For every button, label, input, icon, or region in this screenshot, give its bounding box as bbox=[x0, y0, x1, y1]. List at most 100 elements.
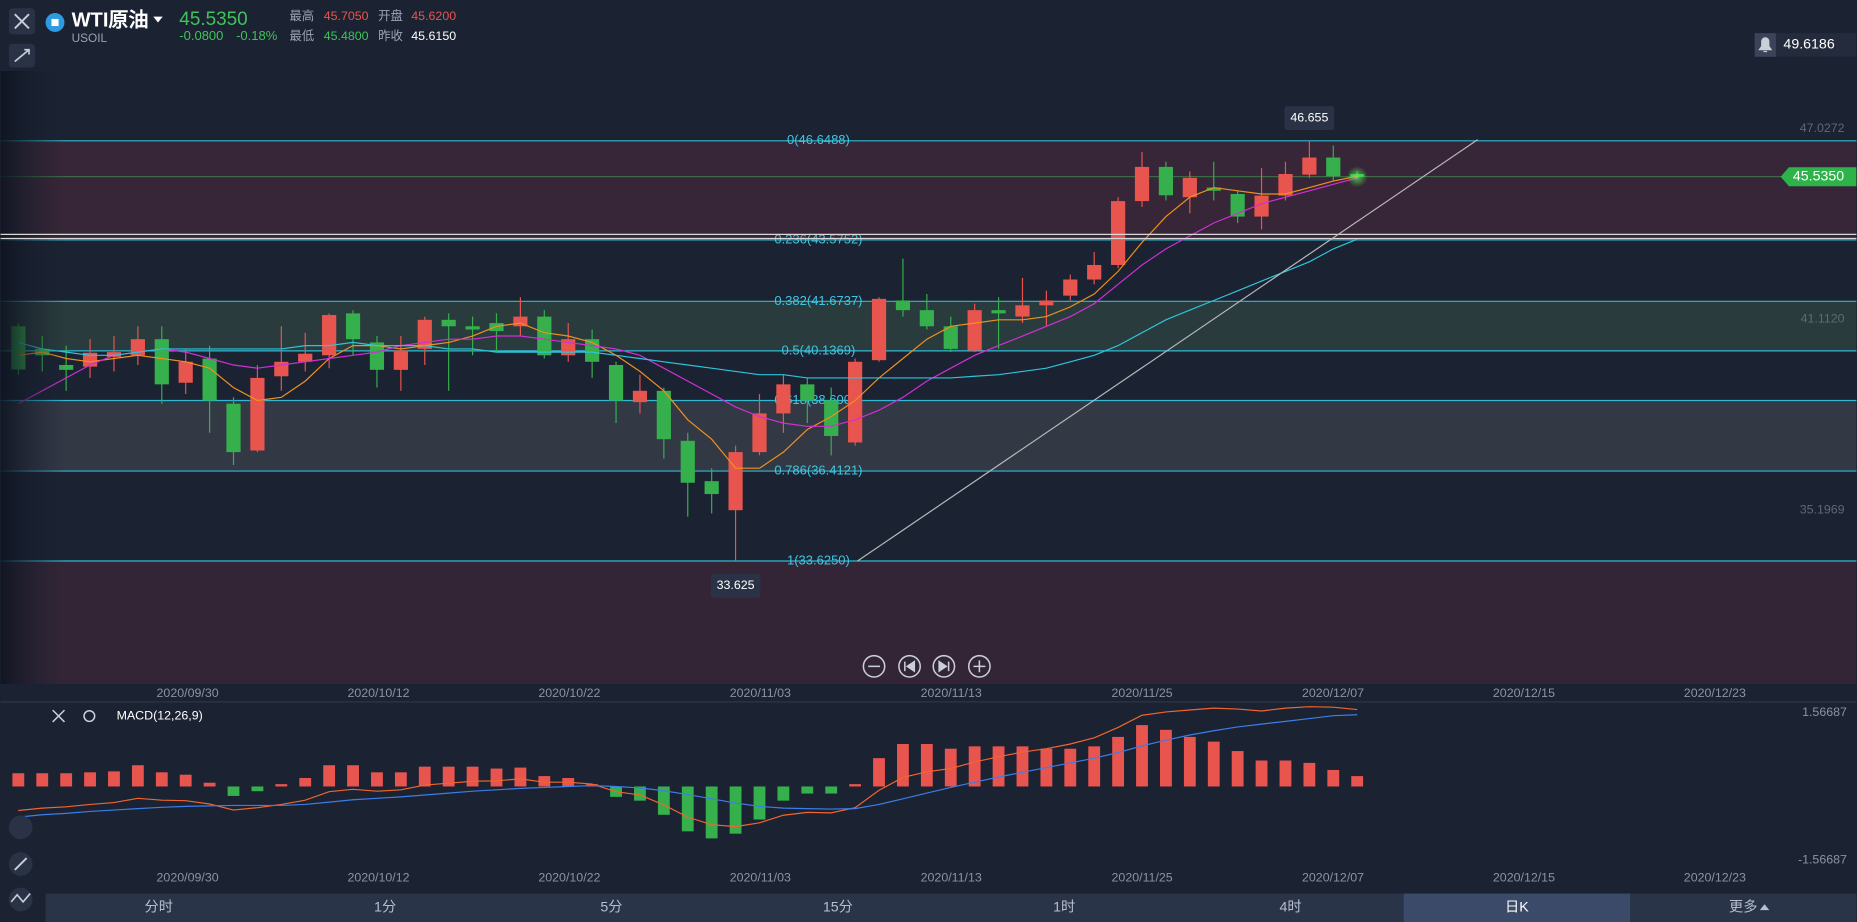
zoom-out-button[interactable] bbox=[862, 654, 886, 678]
tabs: 分时 1分 5分 15分 1时 4时 日K 更多 bbox=[145, 893, 1770, 922]
side-tool[interactable] bbox=[8, 815, 33, 840]
macd-bar bbox=[1231, 751, 1244, 787]
macd-bar bbox=[657, 786, 670, 815]
last-button[interactable] bbox=[932, 654, 956, 678]
macd-bar bbox=[1351, 776, 1364, 787]
macd-bar bbox=[825, 786, 838, 794]
candle-body bbox=[465, 326, 480, 330]
macd-bar bbox=[347, 765, 359, 787]
tab[interactable] bbox=[1403, 893, 1631, 922]
axis-top-price: 49.6186 bbox=[1783, 37, 1834, 53]
macd-bar bbox=[801, 786, 814, 794]
macd-settings[interactable] bbox=[83, 709, 96, 723]
macd-bar bbox=[371, 772, 383, 787]
candle-body bbox=[991, 310, 1006, 314]
x-tick-label: 2020/09/30 bbox=[157, 870, 219, 884]
tab-label[interactable]: 1时 bbox=[1053, 900, 1075, 916]
macd-bar bbox=[84, 772, 96, 787]
dropdown-arrow[interactable] bbox=[153, 16, 163, 23]
macd-label: MACD(12,26,9) bbox=[117, 708, 203, 722]
x-tick-label: 2020/12/23 bbox=[1684, 870, 1746, 884]
x-tick-label: 2020/11/25 bbox=[1112, 686, 1173, 700]
x-tick-label: 2020/10/12 bbox=[347, 686, 409, 700]
fib-zone bbox=[0, 561, 1857, 685]
macd-line bbox=[18, 706, 1358, 828]
macd-bar bbox=[1207, 741, 1220, 787]
macd-bar bbox=[897, 743, 909, 787]
header: WTI原油 USOIL 45.5350 -0.0800 -0.18% 最高 45… bbox=[8, 8, 1857, 68]
macd-bar bbox=[275, 784, 288, 787]
candle-body bbox=[441, 319, 456, 327]
price-tag: 46.655 bbox=[1290, 110, 1328, 124]
zoom-in-button[interactable] bbox=[967, 654, 991, 678]
macd-bar bbox=[36, 773, 49, 787]
alert-box[interactable] bbox=[1754, 33, 1857, 57]
candle-body bbox=[1158, 166, 1174, 196]
y-tick-label: 47.0272 bbox=[1800, 121, 1845, 135]
symbol-icon-mark bbox=[51, 18, 59, 27]
low-value: 45.4800 bbox=[324, 29, 369, 43]
macd-bar bbox=[1183, 736, 1196, 787]
candle-body bbox=[489, 323, 504, 332]
macd-bar bbox=[634, 786, 646, 801]
first-icon bbox=[904, 660, 916, 673]
candle-body bbox=[1278, 173, 1293, 196]
macd-bar bbox=[179, 774, 192, 787]
candle-body bbox=[871, 298, 887, 361]
change-pct: -0.18% bbox=[236, 28, 278, 43]
close-icon bbox=[14, 13, 30, 30]
last-price: 45.5350 bbox=[179, 9, 247, 30]
tab-label[interactable]: 4时 bbox=[1279, 900, 1301, 916]
candle-body bbox=[1111, 201, 1126, 265]
macd-bar bbox=[394, 772, 407, 787]
macd-bar bbox=[155, 772, 168, 787]
candle-body bbox=[1326, 157, 1341, 177]
macd-bar bbox=[873, 758, 885, 787]
tab-label[interactable]: 5分 bbox=[600, 900, 622, 916]
tab-label[interactable]: 1分 bbox=[374, 900, 396, 916]
first-button[interactable] bbox=[898, 654, 921, 678]
y-tick-label: 41.1120 bbox=[1801, 312, 1845, 326]
moving-average bbox=[18, 175, 1358, 469]
high-label: 最高 bbox=[289, 8, 314, 23]
zoom-in-icon bbox=[973, 660, 986, 673]
macd-bar bbox=[705, 786, 718, 839]
x-tick-label: 2020/11/13 bbox=[921, 686, 982, 700]
macd-bar bbox=[131, 765, 144, 787]
prev-close-value: 45.6150 bbox=[411, 29, 456, 43]
candle-body bbox=[680, 440, 695, 483]
candle-body bbox=[919, 310, 934, 327]
macd-pane: 2020/09/30 2020/10/12 2020/10/22 2020/11/03… bbox=[12, 705, 1847, 884]
candle-body bbox=[1087, 264, 1102, 280]
price-tag-bg bbox=[1284, 106, 1335, 130]
macd-bar bbox=[203, 782, 216, 787]
macd-bar bbox=[538, 776, 551, 787]
candle-body bbox=[608, 365, 624, 401]
candle-body bbox=[178, 361, 193, 383]
open-value: 45.6200 bbox=[411, 9, 456, 23]
trend-line bbox=[857, 139, 1479, 562]
tab-label[interactable]: 日K bbox=[1505, 900, 1529, 916]
symbol-code: USOIL bbox=[72, 31, 108, 45]
candle-body bbox=[1230, 193, 1245, 217]
candle-body bbox=[752, 413, 767, 453]
candle-body bbox=[298, 353, 313, 362]
candle-body bbox=[967, 310, 982, 351]
tab-label[interactable]: 更多 bbox=[1729, 899, 1757, 916]
fib-label: 0.5(40.1369) bbox=[782, 342, 856, 357]
macd-bar bbox=[681, 786, 694, 832]
macd-tick-label: -1.56687 bbox=[1798, 853, 1847, 867]
candle-body bbox=[728, 452, 743, 511]
candle-body bbox=[154, 339, 169, 385]
macd-bar bbox=[227, 786, 240, 796]
candle-body bbox=[393, 350, 408, 370]
macd-bar bbox=[1136, 725, 1148, 787]
x-tick-label: 2020/11/13 bbox=[921, 870, 982, 884]
macd-close[interactable] bbox=[52, 709, 66, 723]
macd-bar bbox=[466, 766, 479, 787]
tab-label[interactable]: 分时 bbox=[145, 900, 173, 916]
macd-bar bbox=[12, 773, 25, 787]
tab-label[interactable]: 15分 bbox=[823, 900, 853, 916]
symbol-name[interactable]: WTI原油 bbox=[72, 8, 149, 32]
